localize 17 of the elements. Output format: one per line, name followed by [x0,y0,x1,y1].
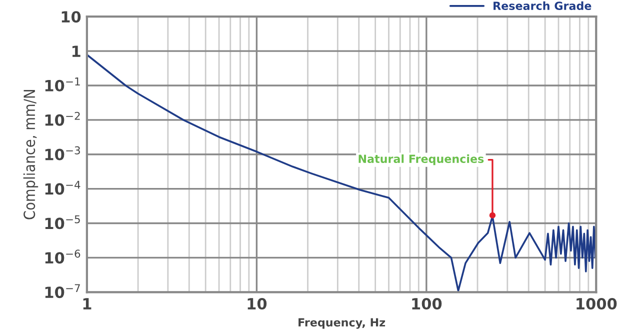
y-axis-title: Compliance, mm/N [23,90,38,220]
y-tick-label: 10$^{−5}$ [45,215,80,230]
y-tick-label: 10 [62,11,81,23]
x-tick-label: 1 [83,298,92,310]
y-tick-label: 10$^{−1}$ [45,78,80,92]
annotation: Natural Frequencies [358,154,484,166]
y-tick-label: 10$^{−6}$ [45,250,80,264]
y-tick-label: 10$^{−7}$ [45,284,80,298]
y-tick-label: 10$^{−3}$ [45,146,80,160]
x-tick-label: 1000 [576,298,617,310]
legend-label: Research Grade [494,1,592,10]
x-axis-title: Frequency, Hz [298,318,386,329]
x-tick-label: 10 [248,298,267,310]
x-tick-label: 100 [412,298,442,310]
y-tick-label: 10$^{−2}$ [45,112,80,126]
y-tick-label: 1 [72,46,80,57]
y-tick-label: 10$^{−4}$ [45,180,80,195]
